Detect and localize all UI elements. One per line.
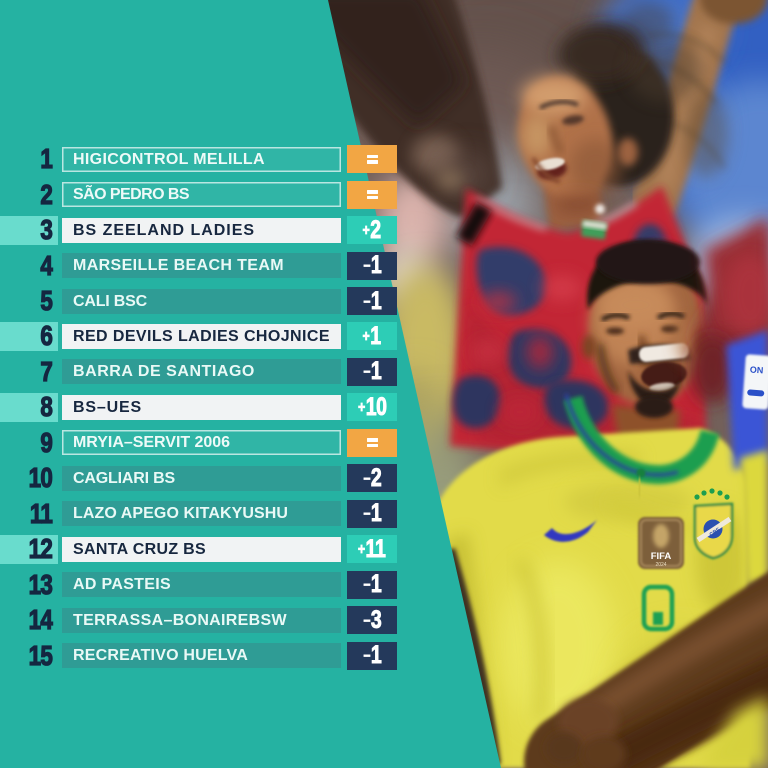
svg-text:FIFA: FIFA (651, 551, 672, 562)
svg-text:ON: ON (750, 364, 764, 375)
svg-text:2024: 2024 (655, 562, 666, 568)
svg-text:CBF: CBF (709, 527, 722, 539)
